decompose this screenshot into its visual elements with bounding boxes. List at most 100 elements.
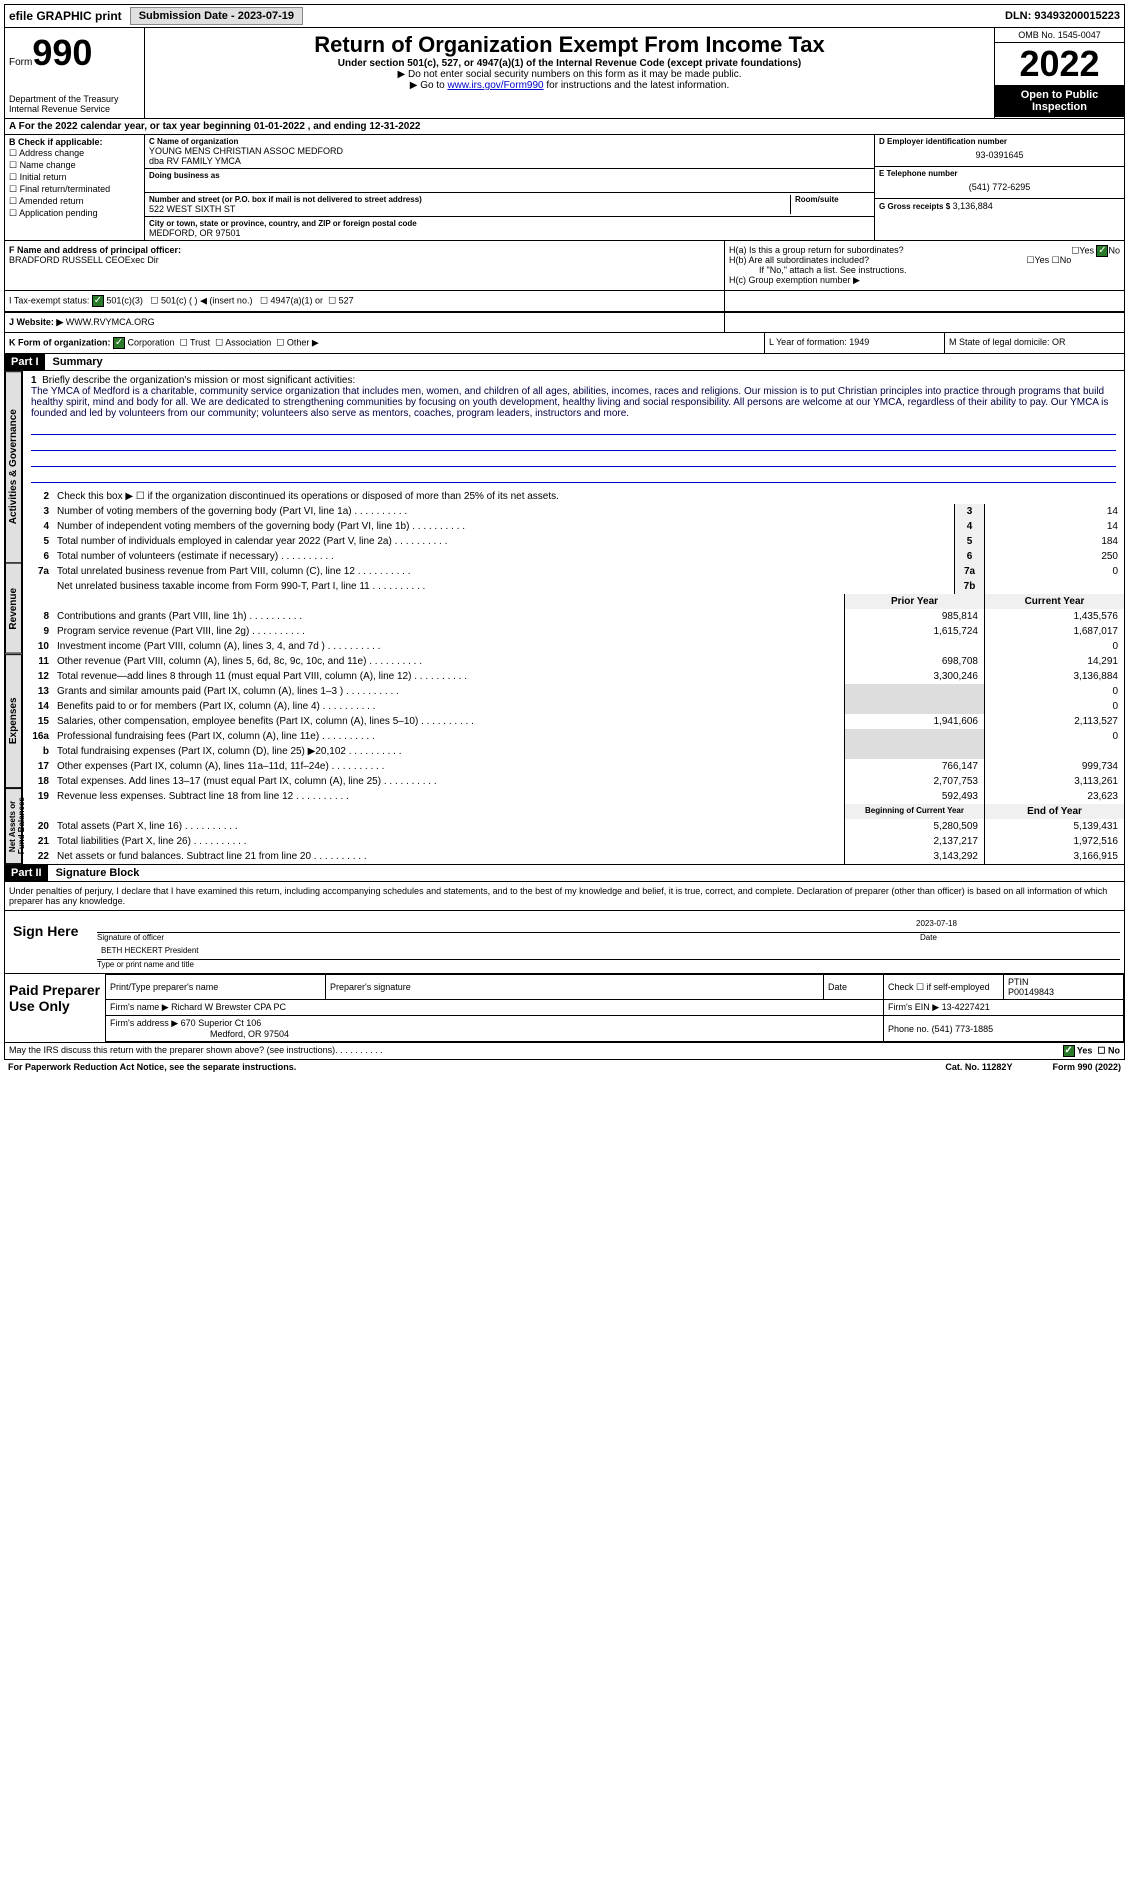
- tab-governance: Activities & Governance: [5, 371, 22, 563]
- line-18: 18 Total expenses. Add lines 13–17 (must…: [23, 774, 1124, 789]
- form-header: Form 990 Department of the Treasury Inte…: [4, 28, 1125, 119]
- line-13: 13 Grants and similar amounts paid (Part…: [23, 684, 1124, 699]
- preparer-table: Print/Type preparer's name Preparer's si…: [105, 974, 1124, 1042]
- firm-city: Medford, OR 97504: [110, 1029, 289, 1039]
- part2-title: Signature Block: [48, 867, 140, 879]
- note-link: ▶ Go to www.irs.gov/Form990 for instruct…: [153, 80, 986, 91]
- row-k: K Form of organization: ✓ Corporation ☐ …: [4, 333, 1125, 354]
- sig-date-val: 2023-07-18: [916, 919, 1116, 928]
- line-6: 6 Total number of volunteers (estimate i…: [23, 549, 1124, 564]
- col-d: D Employer identification number 93-0391…: [874, 135, 1124, 240]
- line-5: 5 Total number of individuals employed i…: [23, 534, 1124, 549]
- ptin-label: PTIN: [1008, 977, 1029, 987]
- cat-no: Cat. No. 11282Y: [945, 1062, 1012, 1072]
- form-title: Return of Organization Exempt From Incom…: [153, 32, 986, 58]
- submission-date-button[interactable]: Submission Date - 2023-07-19: [130, 7, 303, 25]
- form-org-label: K Form of organization:: [9, 337, 111, 347]
- hc-row: H(c) Group exemption number ▶: [729, 275, 1120, 286]
- row-ij: I Tax-exempt status: ✓ 501(c)(3) ☐ 501(c…: [4, 291, 1125, 313]
- part2-badge: Part II: [5, 865, 48, 881]
- header-left: Form 990 Department of the Treasury Inte…: [5, 28, 145, 118]
- room-label: Room/suite: [795, 195, 870, 204]
- preparer-block: Paid Preparer Use Only Print/Type prepar…: [4, 974, 1125, 1043]
- year-formation: L Year of formation: 1949: [764, 333, 944, 353]
- opt-assoc: Association: [225, 337, 271, 347]
- line-21: 21 Total liabilities (Part X, line 26) 2…: [23, 834, 1124, 849]
- line-2: 2 Check this box ▶ ☐ if the organization…: [23, 489, 1124, 504]
- irs-link[interactable]: www.irs.gov/Form990: [447, 80, 543, 91]
- header-mid: Return of Organization Exempt From Incom…: [145, 28, 994, 118]
- info-grid: B Check if applicable: ☐ Address change …: [4, 135, 1125, 241]
- sign-here-block: Sign Here 2023-07-18 Signature of office…: [4, 911, 1125, 974]
- firm-phone: (541) 773-1885: [932, 1024, 994, 1034]
- year-header: Prior Year Current Year: [23, 594, 1124, 609]
- line-8: 8 Contributions and grants (Part VIII, l…: [23, 609, 1124, 624]
- website-url: WWW.RVYMCA.ORG: [66, 317, 155, 327]
- open-public: Open to Public Inspection: [995, 85, 1124, 117]
- state-domicile: M State of legal domicile: OR: [944, 333, 1124, 353]
- header-right: OMB No. 1545-0047 2022 Open to Public In…: [994, 28, 1124, 118]
- firm-name: Richard W Brewster CPA PC: [171, 1002, 286, 1012]
- q1-num: 1: [31, 375, 37, 386]
- sig-date-label: Date: [920, 933, 1120, 942]
- efile-label: efile GRAPHIC print: [9, 9, 122, 23]
- check-final[interactable]: ☐ Final return/terminated: [9, 184, 140, 195]
- paperwork-note: For Paperwork Reduction Act Notice, see …: [8, 1062, 296, 1072]
- mission-block: 1 Briefly describe the organization's mi…: [23, 371, 1124, 489]
- firm-addr: 670 Superior Ct 106: [181, 1018, 262, 1028]
- dln-label: DLN: 93493200015223: [1005, 10, 1120, 22]
- tab-netassets: Net Assets or Fund Balances: [5, 788, 22, 864]
- ein-label: D Employer identification number: [879, 137, 1120, 146]
- line-7b: Net unrelated business taxable income fr…: [23, 579, 1124, 594]
- tax-year: 2022: [995, 43, 1124, 85]
- line-7a: 7a Total unrelated business revenue from…: [23, 564, 1124, 579]
- col-prior: Prior Year: [844, 594, 984, 609]
- part2-header-row: Part II Signature Block: [4, 865, 1125, 882]
- org-name: YOUNG MENS CHRISTIAN ASSOC MEDFORD: [149, 146, 870, 156]
- note-ssn: ▶ Do not enter social security numbers o…: [153, 69, 986, 80]
- prep-sig-hdr: Preparer's signature: [326, 975, 824, 1000]
- col-c: C Name of organization YOUNG MENS CHRIST…: [145, 135, 874, 240]
- part1-badge: Part I: [5, 354, 45, 370]
- tab-expenses: Expenses: [5, 654, 22, 788]
- hb-note: If "No," attach a list. See instructions…: [729, 265, 1120, 275]
- col-current: Current Year: [984, 594, 1124, 609]
- top-bar: efile GRAPHIC print Submission Date - 20…: [4, 4, 1125, 28]
- part1-title: Summary: [45, 356, 103, 368]
- line-4: 4 Number of independent voting members o…: [23, 519, 1124, 534]
- ein: 93-0391645: [879, 146, 1120, 164]
- declaration: Under penalties of perjury, I declare th…: [4, 882, 1125, 911]
- firm-name-label: Firm's name ▶: [110, 1002, 169, 1012]
- line-20: 20 Total assets (Part X, line 16) 5,280,…: [23, 819, 1124, 834]
- line-3: 3 Number of voting members of the govern…: [23, 504, 1124, 519]
- firm-addr-label: Firm's address ▶: [110, 1018, 178, 1028]
- check-name[interactable]: ☐ Name change: [9, 160, 140, 171]
- form-footer: Form 990 (2022): [1052, 1062, 1121, 1072]
- line-9: 9 Program service revenue (Part VIII, li…: [23, 624, 1124, 639]
- col-b-header: B Check if applicable:: [9, 137, 140, 147]
- phone-label: E Telephone number: [879, 169, 1120, 178]
- no-label: No: [1108, 1045, 1120, 1055]
- corp-check: ✓: [113, 337, 125, 349]
- line-10: 10 Investment income (Part VIII, column …: [23, 639, 1124, 654]
- dept-label: Department of the Treasury Internal Reve…: [9, 94, 140, 114]
- city-label: City or town, state or province, country…: [149, 219, 870, 228]
- discuss-yes-check: ✓: [1063, 1045, 1075, 1057]
- mission-text: The YMCA of Medford is a charitable, com…: [31, 386, 1108, 419]
- ptin-val: P00149843: [1008, 987, 1054, 997]
- part1-header-row: Part I Summary: [4, 354, 1125, 371]
- row-a: A For the 2022 calendar year, or tax yea…: [4, 119, 1125, 135]
- name-title-label: Type or print name and title: [97, 960, 1120, 969]
- self-emp: Check ☐ if self-employed: [884, 975, 1004, 1000]
- check-address[interactable]: ☐ Address change: [9, 148, 140, 159]
- check-pending[interactable]: ☐ Application pending: [9, 208, 140, 219]
- city: MEDFORD, OR 97501: [149, 228, 870, 238]
- check-initial[interactable]: ☐ Initial return: [9, 172, 140, 183]
- 501c3-check: ✓: [92, 295, 104, 307]
- omb-number: OMB No. 1545-0047: [995, 28, 1124, 43]
- check-amended[interactable]: ☐ Amended return: [9, 196, 140, 207]
- officer-label: F Name and address of principal officer:: [9, 245, 720, 255]
- line-16a: 16a Professional fundraising fees (Part …: [23, 729, 1124, 744]
- discuss-text: May the IRS discuss this return with the…: [9, 1045, 335, 1057]
- officer-printed-name: BETH HECKERT President: [97, 942, 1120, 960]
